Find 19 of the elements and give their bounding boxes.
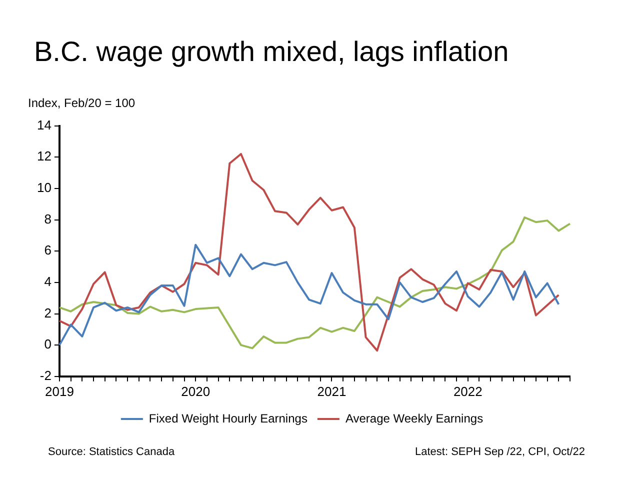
x-tick-label: 2022 <box>453 384 482 399</box>
y-tick-label: 8 <box>44 211 52 226</box>
x-tick-label: 2020 <box>181 384 210 399</box>
y-tick-label: 4 <box>44 274 52 290</box>
y-axis-title: Index, Feb/20 = 100 <box>28 96 136 110</box>
text: Latest: SEPH Sep /22, CPI, Oct/22 <box>415 446 585 458</box>
legend-label: Fixed Weight Hourly Earnings <box>148 411 308 426</box>
y-tick-label: 2 <box>44 305 52 320</box>
y-tick-label: -2 <box>40 368 52 383</box>
y-tick-label: 0 <box>44 336 52 352</box>
legend-label: Average Weekly Earnings <box>345 411 484 426</box>
y-tick-label: 12 <box>36 148 52 164</box>
y-tick-label: 6 <box>44 242 52 258</box>
y-tick-label: 14 <box>36 117 52 132</box>
source-note: Source: Statistics Canada <box>48 446 175 458</box>
chart-title: B.C. wage growth mixed, lags inflation <box>34 36 509 68</box>
x-tick-label: 2019 <box>45 384 74 399</box>
y-tick-label: 10 <box>36 180 52 196</box>
x-tick-label: 2021 <box>317 384 346 399</box>
